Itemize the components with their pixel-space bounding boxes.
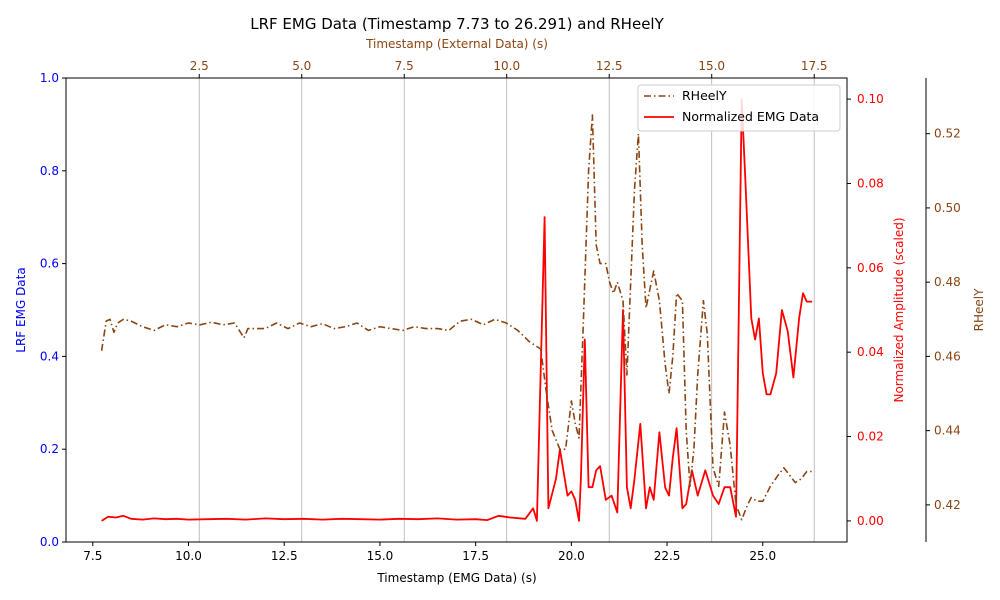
x-bottom-tick-label: 12.5 xyxy=(271,549,298,563)
y-right2-label: RHeelY xyxy=(972,288,986,331)
x-top-tick-label: 7.5 xyxy=(395,59,414,73)
x-top-label: Timestamp (External Data) (s) xyxy=(365,37,548,51)
y-left-tick-label: 0.4 xyxy=(40,349,59,363)
x-bottom-tick-label: 15.0 xyxy=(367,549,394,563)
y-right2-tick-label: 0.42 xyxy=(934,498,961,512)
y-right1-tick-label: 0.02 xyxy=(857,430,884,444)
x-bottom-tick-label: 25.0 xyxy=(749,549,776,563)
legend-label-rheely: RHeelY xyxy=(682,88,727,103)
x-top-tick-label: 15.0 xyxy=(698,59,725,73)
x-bottom-label: Timestamp (EMG Data) (s) xyxy=(376,571,536,585)
y-left-label: LRF EMG Data xyxy=(14,267,28,352)
y-right1-tick-label: 0.06 xyxy=(857,261,884,275)
y-left-tick-label: 0.6 xyxy=(40,257,59,271)
legend: RHeelY Normalized EMG Data xyxy=(637,84,841,132)
y-right1-tick-label: 0.08 xyxy=(857,176,884,190)
series-line-rheely xyxy=(100,114,813,521)
x-top-tick-label: 2.5 xyxy=(190,59,209,73)
y-right2-tick-label: 0.44 xyxy=(934,424,961,438)
chart-title: LRF EMG Data (Timestamp 7.73 to 26.291) … xyxy=(250,15,664,33)
y-left-tick-label: 1.0 xyxy=(40,71,59,85)
legend-label-emg: Normalized EMG Data xyxy=(682,109,819,124)
x-top-tick-label: 12.5 xyxy=(596,59,623,73)
y-left-tick-label: 0.2 xyxy=(40,442,59,456)
x-top-tick-label: 5.0 xyxy=(292,59,311,73)
x-bottom-tick-label: 22.5 xyxy=(654,549,681,563)
y-right2-tick-label: 0.48 xyxy=(934,275,961,289)
x-bottom-tick-label: 10.0 xyxy=(175,549,202,563)
y-right2-tick-label: 0.46 xyxy=(934,349,961,363)
axes-layer: 7.5 10.0 12.5 15.0 17.5 20.0 22.5 25.0 2.5 5.0 7.5… xyxy=(40,59,961,563)
x-bottom-tick-label: 20.0 xyxy=(558,549,585,563)
x-top-tick-label: 17.5 xyxy=(801,59,828,73)
grid-layer xyxy=(198,78,815,542)
x-bottom-tick-label: 7.5 xyxy=(83,549,102,563)
y-right2-tick-label: 0.50 xyxy=(934,201,961,215)
plot-frame xyxy=(65,77,848,543)
y-left-tick-label: 0.0 xyxy=(40,535,59,549)
y-right1-tick-label: 0.00 xyxy=(857,514,884,528)
y-left-tick-label: 0.8 xyxy=(40,164,59,178)
y-right2-tick-label: 0.52 xyxy=(934,127,961,141)
y-right1-tick-label: 0.04 xyxy=(857,345,884,359)
y-right1-label: Normalized Amplitude (scaled) xyxy=(892,217,906,402)
x-top-tick-label: 10.0 xyxy=(493,59,520,73)
series-line-emg xyxy=(101,98,813,522)
series-layer xyxy=(100,98,813,522)
x-bottom-tick-label: 17.5 xyxy=(462,549,489,563)
legend-box xyxy=(637,84,841,132)
y-right1-tick-label: 0.10 xyxy=(857,92,884,106)
